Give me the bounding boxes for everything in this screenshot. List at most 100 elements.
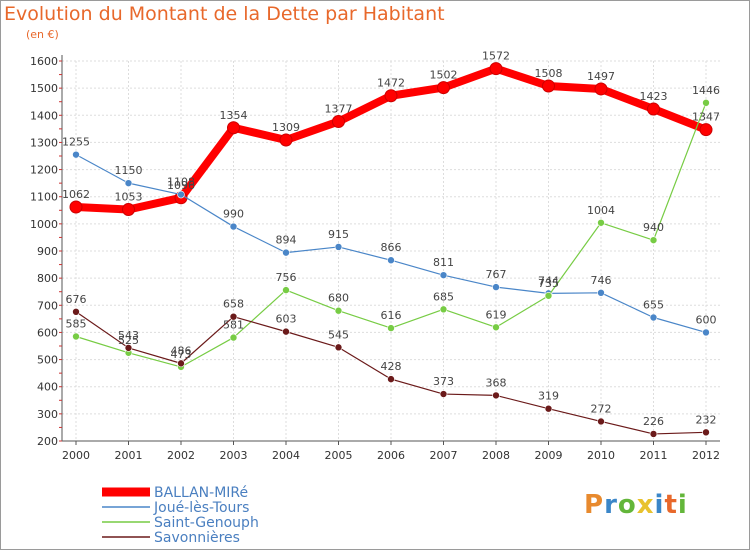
data-label: 473 — [171, 348, 192, 361]
data-point — [387, 375, 395, 383]
x-tick-label: 2005 — [325, 449, 353, 462]
y-tick-label: 1400 — [30, 109, 58, 122]
y-tick-label: 600 — [37, 326, 58, 339]
data-label: 1354 — [220, 109, 248, 122]
data-point — [124, 344, 133, 352]
series-1 — [72, 150, 710, 337]
data-point — [227, 121, 240, 135]
y-tick-label: 1200 — [30, 164, 58, 177]
data-point — [702, 428, 710, 437]
y-tick-label: 1300 — [30, 136, 58, 149]
data-point — [282, 286, 290, 294]
data-label: 1053 — [115, 190, 143, 203]
series-3 — [72, 307, 710, 438]
y-tick-label: 300 — [37, 408, 58, 421]
legend: BALLAN-MIRéJoué-lès-ToursSaint-GenouphSa… — [102, 485, 259, 546]
data-point — [439, 271, 448, 279]
data-label: 658 — [223, 298, 244, 311]
data-point — [489, 62, 503, 76]
y-tick-label: 500 — [37, 354, 58, 367]
proxiti-logo: Proxiti — [584, 490, 688, 520]
data-label: 226 — [643, 415, 664, 428]
chart-subtitle: (en €) — [26, 28, 59, 41]
data-point — [544, 291, 553, 300]
data-label: 1497 — [587, 70, 615, 83]
data-point — [647, 102, 660, 116]
data-label: 746 — [591, 274, 612, 287]
data-point — [699, 123, 713, 137]
data-point — [332, 115, 345, 129]
y-tick-label: 1500 — [30, 82, 58, 95]
data-point — [282, 327, 290, 336]
data-point — [439, 305, 448, 314]
data-label: 680 — [328, 292, 349, 305]
chart-title: Evolution du Montant de la Dette par Hab… — [4, 3, 445, 25]
logo-letter: P — [584, 490, 605, 520]
data-label: 1150 — [115, 164, 143, 177]
x-tick-label: 2006 — [377, 449, 405, 462]
y-tick-label: 200 — [37, 435, 58, 448]
x-tick-label: 2002 — [167, 449, 195, 462]
data-label: 866 — [381, 241, 402, 254]
x-tick-label: 2008 — [482, 449, 510, 462]
logo-letter: o — [617, 490, 637, 520]
data-label: 767 — [486, 268, 507, 281]
data-label: 525 — [118, 334, 139, 347]
y-tick-label: 1000 — [30, 218, 58, 231]
data-point — [72, 307, 80, 316]
data-label: 1446 — [692, 84, 720, 97]
data-label: 272 — [591, 402, 612, 415]
data-label: 811 — [433, 256, 454, 269]
data-point — [124, 179, 133, 187]
data-point — [492, 283, 500, 291]
x-tick-label: 2012 — [692, 449, 720, 462]
data-point — [439, 390, 448, 398]
data-point — [437, 81, 450, 95]
logo-letter: r — [604, 490, 618, 520]
data-point — [387, 256, 395, 265]
data-label: 486 — [171, 344, 192, 357]
data-point — [69, 200, 83, 214]
data-point — [334, 243, 343, 251]
y-tick-label: 1600 — [30, 55, 58, 68]
data-label: 603 — [276, 313, 297, 326]
data-label: 600 — [696, 313, 717, 326]
x-tick-label: 2010 — [587, 449, 615, 462]
x-tick-label: 2003 — [220, 449, 248, 462]
data-label: 940 — [643, 221, 664, 234]
data-label: 685 — [433, 290, 454, 303]
data-label: 585 — [66, 318, 87, 331]
data-label: 744 — [538, 274, 559, 287]
legend-label: Joué-lès-Tours — [153, 500, 249, 516]
data-point — [229, 312, 238, 321]
data-label: 543 — [118, 329, 139, 342]
data-point — [229, 333, 238, 342]
data-point — [384, 89, 398, 103]
data-label: 990 — [223, 208, 244, 221]
x-tick-label: 2007 — [430, 449, 458, 462]
y-tick-label: 1100 — [30, 191, 58, 204]
logo-letter: t — [664, 490, 678, 520]
data-label: 616 — [381, 309, 402, 322]
data-point — [649, 236, 658, 244]
data-label: 1377 — [325, 103, 353, 116]
data-point — [72, 150, 80, 159]
data-label: 619 — [486, 308, 507, 321]
data-point — [542, 79, 555, 93]
data-point — [279, 133, 293, 147]
data-point — [597, 218, 605, 227]
legend-label: Savonnières — [154, 530, 240, 546]
data-label: 735 — [538, 277, 559, 290]
logo-letter: x — [636, 490, 655, 520]
data-label: 373 — [433, 375, 454, 388]
data-point — [229, 222, 238, 231]
x-tick-label: 2004 — [272, 449, 300, 462]
data-label: 1108 — [167, 176, 195, 189]
data-label: 1004 — [587, 204, 615, 217]
logo-letter: i — [677, 490, 688, 520]
data-point — [72, 332, 80, 341]
data-point — [649, 313, 658, 322]
logo-letter: i — [654, 490, 665, 520]
data-label: 894 — [276, 234, 297, 247]
